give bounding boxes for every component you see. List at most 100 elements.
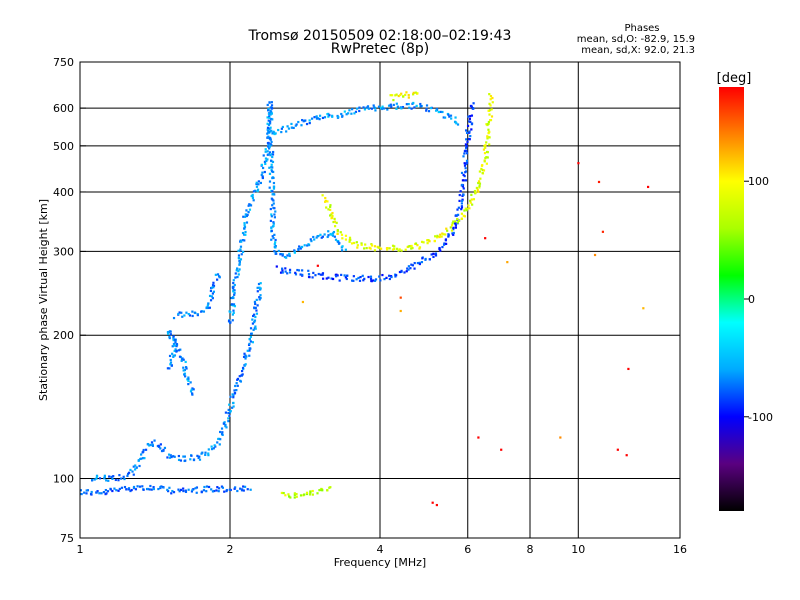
data-point [142, 450, 145, 453]
data-point [293, 493, 296, 496]
data-point [142, 448, 145, 452]
data-point [268, 101, 271, 104]
data-point [483, 152, 487, 155]
data-point [489, 119, 492, 122]
data-point [266, 122, 269, 125]
data-point [243, 222, 246, 225]
data-point [132, 485, 136, 489]
data-point [171, 345, 174, 348]
data-point [447, 234, 450, 237]
data-point [270, 213, 273, 216]
data-point [251, 193, 254, 197]
data-point [616, 448, 619, 451]
data-point [148, 488, 151, 491]
data-point [429, 107, 433, 110]
data-point [243, 233, 246, 236]
data-point [471, 203, 474, 206]
data-point [286, 254, 289, 257]
data-point [105, 479, 108, 482]
data-point [236, 267, 239, 270]
data-point [127, 471, 131, 474]
data-point [307, 273, 311, 276]
data-point [324, 200, 327, 203]
data-point [315, 115, 318, 118]
data-point [460, 171, 464, 175]
data-point [252, 190, 256, 193]
data-point [485, 141, 488, 144]
data-point [363, 247, 366, 250]
data-point [300, 124, 303, 127]
data-point [444, 233, 447, 236]
data-point [469, 120, 472, 123]
data-point [296, 268, 299, 272]
data-point [261, 175, 264, 178]
data-point [464, 146, 468, 149]
data-point [261, 171, 264, 174]
data-point [399, 296, 402, 299]
data-point [184, 459, 187, 462]
colorbar-tick-label: 100 [748, 175, 769, 188]
data-point [351, 108, 354, 111]
data-point [392, 103, 395, 107]
data-point [110, 475, 113, 479]
data-point [303, 493, 306, 496]
data-point [274, 132, 277, 135]
data-point [188, 314, 192, 317]
data-point [277, 249, 280, 253]
y-tick-label: 750 [53, 56, 74, 69]
data-point [432, 252, 435, 255]
data-point [482, 148, 486, 151]
data-point [259, 287, 262, 290]
data-point [277, 128, 280, 132]
data-point [486, 151, 489, 154]
data-point [408, 106, 411, 109]
data-point [231, 406, 234, 409]
data-point [205, 306, 208, 310]
data-point [182, 455, 185, 458]
colorbar-ticks: 100 0 -100 [744, 175, 773, 424]
data-point [248, 349, 251, 352]
data-point [441, 110, 444, 114]
data-point [465, 209, 468, 212]
data-point [285, 256, 288, 259]
data-point [267, 135, 270, 138]
data-point [91, 479, 94, 482]
data-point [327, 230, 330, 233]
y-tick-label: 100 [53, 473, 74, 486]
data-point [251, 322, 255, 325]
y-axis: 75 100 200 300 400 500 600 750 [53, 56, 86, 545]
data-point [329, 214, 332, 217]
data-point [332, 230, 336, 234]
data-point [231, 296, 235, 299]
data-point [460, 205, 464, 208]
data-point [241, 373, 244, 376]
data-point [134, 468, 137, 471]
data-point [410, 247, 413, 250]
data-point [177, 458, 181, 462]
data-point [266, 132, 269, 135]
data-point [485, 123, 488, 126]
data-point [245, 221, 249, 224]
data-point [462, 173, 465, 177]
data-point [149, 443, 152, 446]
data-point [244, 230, 247, 234]
data-point [227, 411, 230, 415]
data-point [456, 221, 459, 224]
data-point [256, 188, 260, 191]
data-point [183, 314, 186, 317]
data-point [179, 459, 183, 462]
data-point [213, 489, 216, 493]
data-point [111, 489, 114, 493]
data-point [254, 306, 257, 310]
data-point [268, 147, 271, 150]
data-point [238, 375, 241, 378]
data-point [266, 150, 269, 153]
data-point [216, 441, 219, 444]
data-point [235, 388, 238, 392]
data-point [138, 464, 141, 468]
data-point [166, 367, 170, 370]
data-point [426, 239, 429, 242]
data-point [432, 255, 435, 259]
data-point [407, 102, 410, 106]
data-point [290, 126, 294, 129]
